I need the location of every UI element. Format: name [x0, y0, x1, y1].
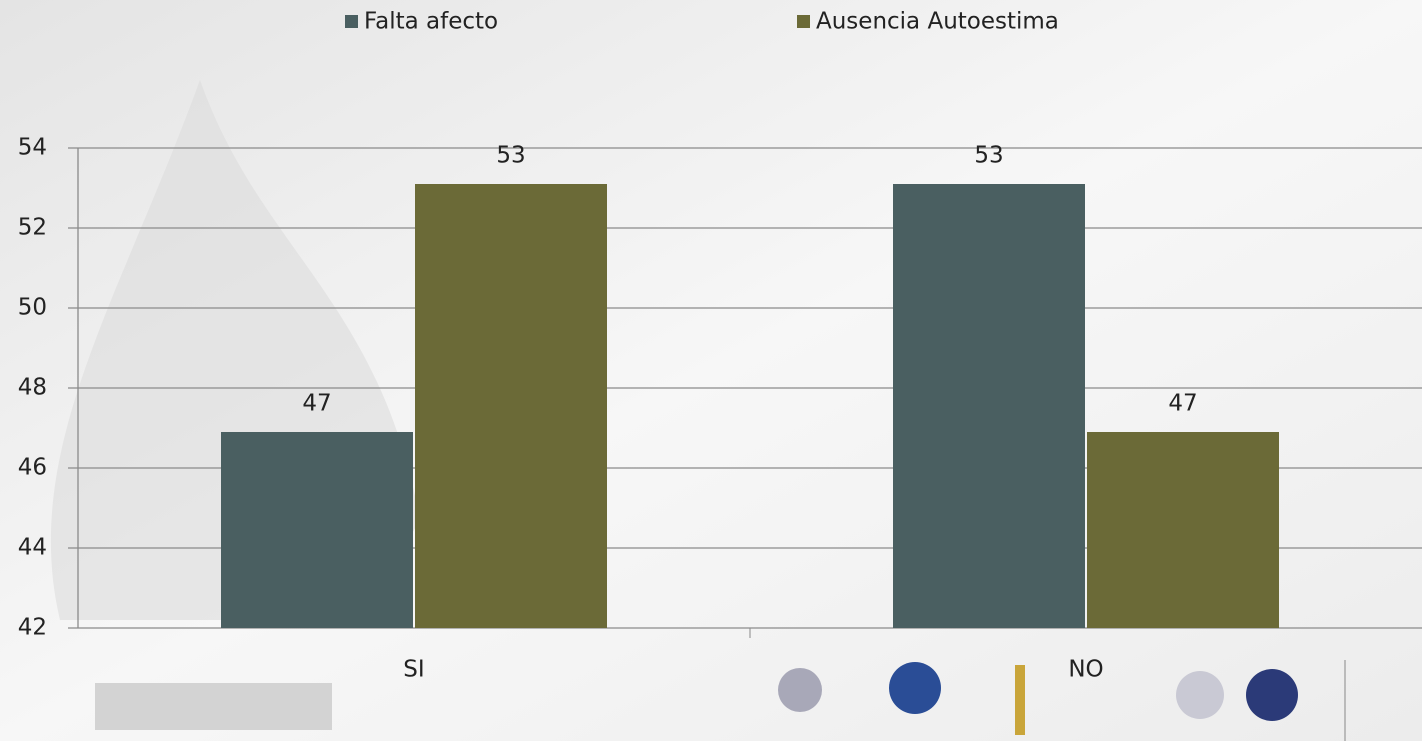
- logo: [778, 668, 822, 712]
- data-label: 47: [1168, 391, 1197, 417]
- x-tick-label: SI: [403, 657, 424, 683]
- y-tick-label: 52: [18, 215, 47, 241]
- logo: [1246, 669, 1298, 721]
- y-tick-label: 42: [18, 615, 47, 641]
- y-tick-label: 50: [18, 295, 47, 321]
- legend-swatch: [345, 15, 358, 28]
- bar: [221, 432, 413, 628]
- logo: [889, 662, 941, 714]
- y-tick-label: 46: [18, 455, 47, 481]
- decor-block: [95, 683, 332, 730]
- y-tick-label: 48: [18, 375, 47, 401]
- logo: [1015, 665, 1025, 735]
- legend-label: Falta afecto: [364, 9, 498, 35]
- legend-label: Ausencia Autoestima: [816, 9, 1059, 35]
- bar: [893, 184, 1085, 628]
- data-label: 47: [302, 391, 331, 417]
- legend-swatch: [797, 15, 810, 28]
- logo: [1176, 671, 1224, 719]
- x-tick-label: NO: [1068, 657, 1103, 683]
- bar: [1087, 432, 1279, 628]
- y-tick-label: 44: [18, 535, 47, 561]
- data-label: 53: [974, 143, 1003, 169]
- logos: [778, 660, 1346, 741]
- y-tick-label: 54: [18, 135, 47, 161]
- data-label: 53: [496, 143, 525, 169]
- bar: [415, 184, 607, 628]
